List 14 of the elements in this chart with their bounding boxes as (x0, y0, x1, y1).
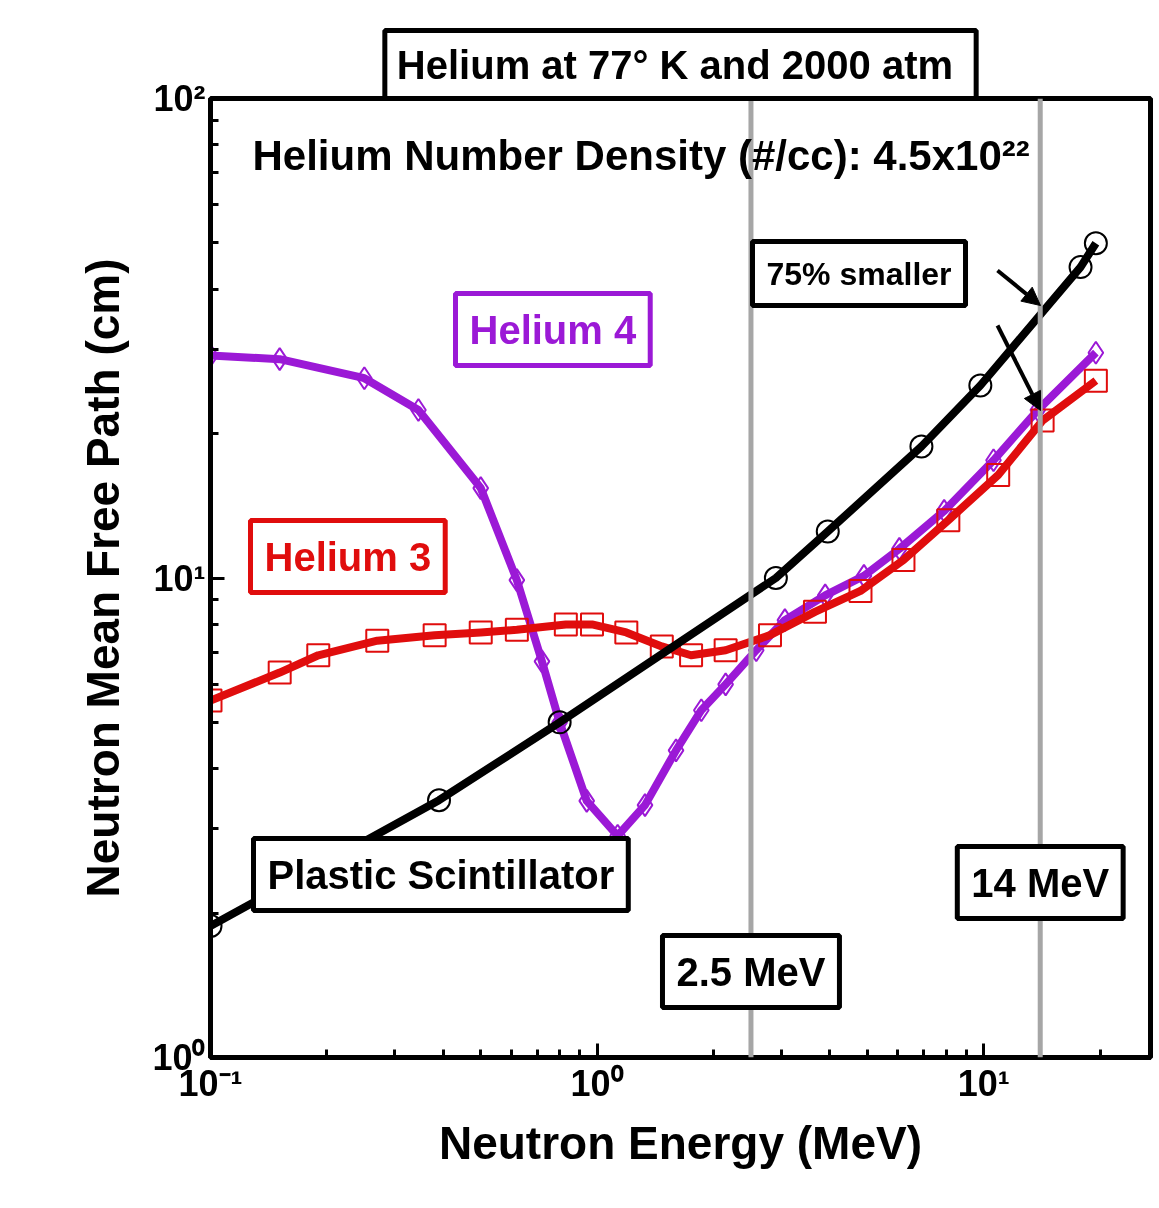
y-tick-label: 10¹ (153, 557, 206, 599)
x-axis-title: Neutron Energy (MeV) (438, 1116, 923, 1169)
ref-line-label: 2.5 MeV (676, 949, 826, 994)
annotation: 75% smaller (766, 255, 952, 292)
annotation: Helium Number Density (#/cc): 4.5x10²² (252, 131, 1030, 179)
series-label: Helium 4 (469, 307, 637, 352)
ref-line-label: 14 MeV (971, 860, 1110, 905)
chart-title: Helium at 77° K and 2000 atm (396, 42, 954, 87)
series-label: Helium 3 (264, 534, 432, 579)
y-tick-label: 10² (153, 78, 206, 119)
series-label: Plastic Scintillator (267, 852, 615, 897)
x-tick-label: 10⁰ (570, 1062, 624, 1104)
y-axis-title: Neutron Mean Free Path (cm) (77, 258, 130, 898)
x-tick-label: 10¹ (957, 1062, 1010, 1104)
